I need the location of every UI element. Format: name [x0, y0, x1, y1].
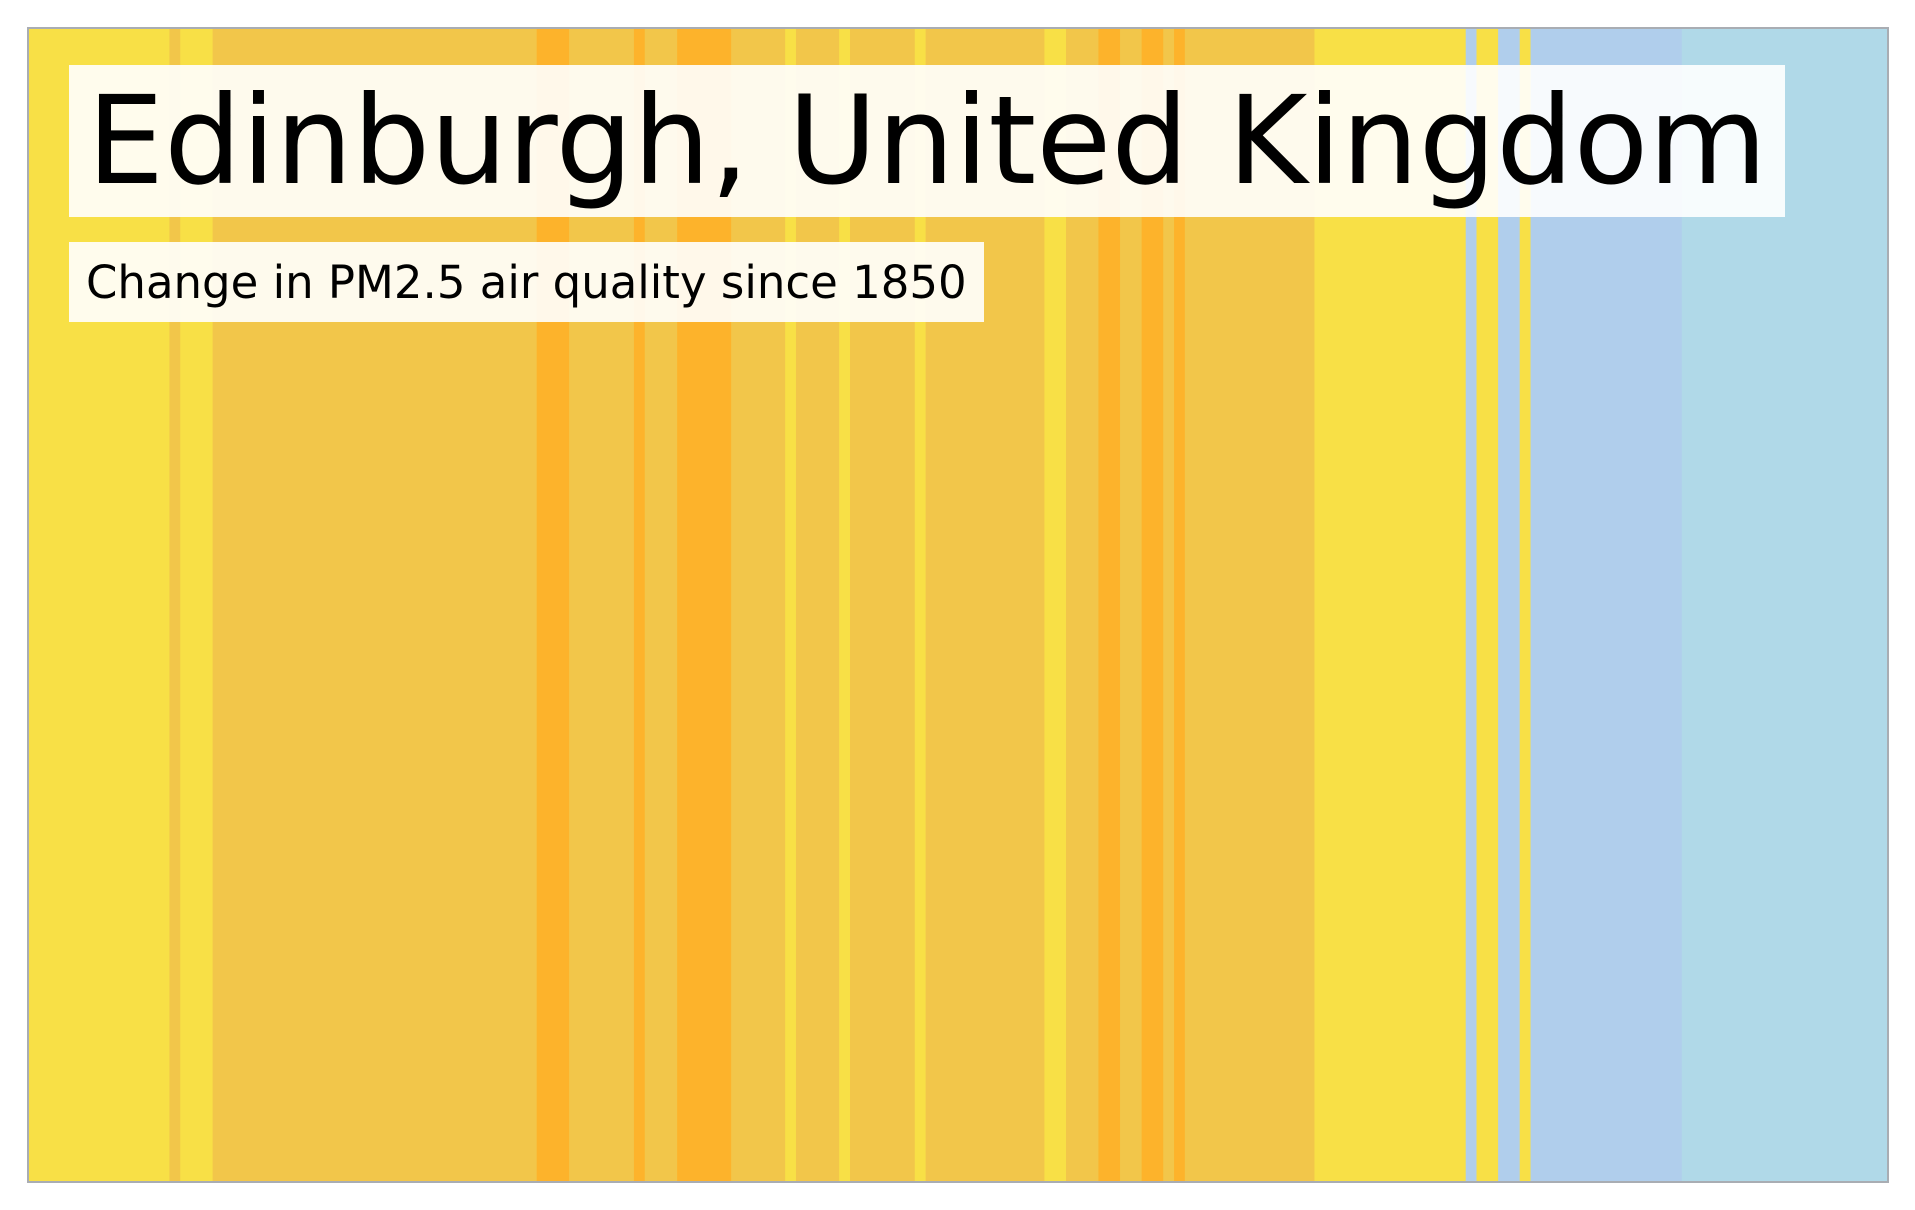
stripe-1951 [1120, 29, 1143, 1181]
stripe-2006 [1714, 29, 1887, 1181]
stripe-2003 [1681, 29, 1715, 1181]
warming-stripes-chart: Edinburgh, United Kingdom Change in PM2.… [27, 27, 1889, 1183]
stripe-1867 [212, 29, 538, 1181]
stripe-1933 [925, 29, 1046, 1181]
title-box: Edinburgh, United Kingdom [69, 65, 1786, 217]
subtitle-box: Change in PM2.5 air quality since 1850 [69, 242, 984, 322]
stripe-1921 [795, 29, 840, 1181]
stripe-1969 [1314, 29, 1467, 1181]
stripe-1926 [849, 29, 916, 1181]
stripe-1956 [1174, 29, 1186, 1181]
chart-subtitle: Change in PM2.5 air quality since 1850 [86, 255, 967, 309]
stripe-1906 [633, 29, 646, 1181]
stripe-1910 [677, 29, 732, 1181]
stripe-1957 [1184, 29, 1316, 1181]
stripe-1850 [29, 29, 171, 1181]
stripe-1944 [1044, 29, 1067, 1181]
stripe-1986 [1498, 29, 1521, 1181]
stripe-1953 [1141, 29, 1164, 1181]
stripe-1984 [1476, 29, 1499, 1181]
stripe-1864 [180, 29, 214, 1181]
stripe-1946 [1066, 29, 1100, 1181]
stripe-1925 [839, 29, 851, 1181]
chart-title: Edinburgh, United Kingdom [87, 70, 1768, 212]
stripe-1907 [644, 29, 678, 1181]
stripe-1988 [1519, 29, 1532, 1181]
stripe-1932 [914, 29, 927, 1181]
stripe-1915 [731, 29, 786, 1181]
stripe-1897 [536, 29, 570, 1181]
stripe-1949 [1098, 29, 1121, 1181]
stripe-1989 [1530, 29, 1683, 1181]
stripes-plot [29, 29, 1887, 1181]
stripe-1863 [169, 29, 181, 1181]
stripe-1900 [569, 29, 635, 1181]
stripe-1983 [1465, 29, 1478, 1181]
stripe-1920 [785, 29, 797, 1181]
stripe-1955 [1163, 29, 1175, 1181]
